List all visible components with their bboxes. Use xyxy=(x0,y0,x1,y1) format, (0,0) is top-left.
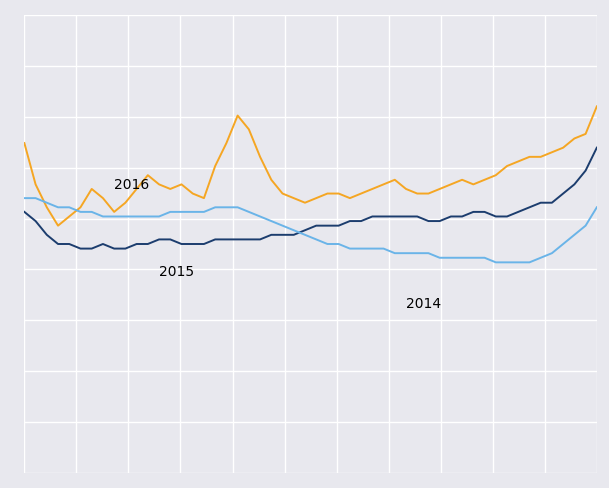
Text: 2016: 2016 xyxy=(114,178,149,192)
Text: 2014: 2014 xyxy=(406,297,441,311)
Text: 2015: 2015 xyxy=(159,265,194,279)
